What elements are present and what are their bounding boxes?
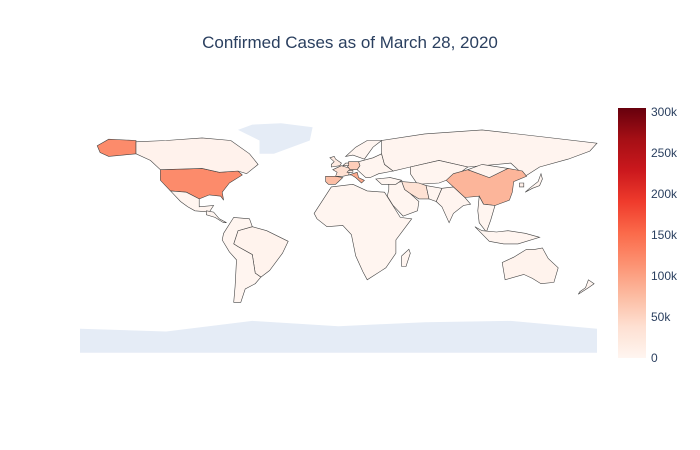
country-se-asia[interactable] xyxy=(477,195,496,233)
country-canada[interactable] xyxy=(135,137,259,175)
country-indonesia[interactable] xyxy=(474,226,541,245)
country-india[interactable] xyxy=(435,186,472,224)
chart-title: Confirmed Cases as of March 28, 2020 xyxy=(202,33,498,52)
country-australia[interactable] xyxy=(501,247,559,285)
colorbar-tick-label: 300k xyxy=(651,105,678,119)
country-south-korea[interactable] xyxy=(519,182,525,188)
country-central-america[interactable] xyxy=(206,210,227,223)
country-netherlands[interactable] xyxy=(342,162,349,166)
country-russia[interactable] xyxy=(381,129,598,177)
country-switzerland[interactable] xyxy=(346,170,354,173)
country-new-zealand[interactable] xyxy=(578,279,595,295)
country-middle-east[interactable] xyxy=(386,181,420,217)
world-map xyxy=(80,123,598,353)
country-greenland[interactable] xyxy=(238,123,313,154)
colorbar-tick-label: 200k xyxy=(651,187,678,201)
colorbar-tick-label: 0 xyxy=(651,351,658,365)
colorbar-tick-label: 250k xyxy=(651,146,678,160)
colorbar: 0 50k 100k 150k 200k 250k 300k xyxy=(618,105,678,365)
colorbar-tick-label: 100k xyxy=(651,269,678,283)
colorbar-ticks: 0 50k 100k 150k 200k 250k 300k xyxy=(651,105,678,365)
country-scandinavia[interactable] xyxy=(344,140,383,160)
colorbar-tick-label: 150k xyxy=(651,228,678,242)
country-united-kingdom[interactable] xyxy=(329,156,342,168)
country-africa[interactable] xyxy=(313,183,413,281)
colorbar-gradient xyxy=(618,108,646,358)
colorbar-tick-label: 50k xyxy=(651,310,671,324)
country-united-states[interactable] xyxy=(160,168,243,201)
country-spain[interactable] xyxy=(325,176,344,185)
country-south-america-w[interactable] xyxy=(221,217,262,303)
country-madagascar[interactable] xyxy=(401,248,411,267)
country-mexico[interactable] xyxy=(169,190,215,213)
country-antarctica[interactable] xyxy=(80,320,597,353)
country-mongolia[interactable] xyxy=(466,164,509,178)
country-france[interactable] xyxy=(332,165,351,177)
country-alaska[interactable] xyxy=(96,138,137,157)
country-japan[interactable] xyxy=(524,172,543,193)
country-south-asia-n[interactable] xyxy=(425,185,443,202)
country-europe-east[interactable] xyxy=(356,153,394,178)
country-turkey[interactable] xyxy=(375,177,403,185)
country-italy[interactable] xyxy=(348,171,365,184)
